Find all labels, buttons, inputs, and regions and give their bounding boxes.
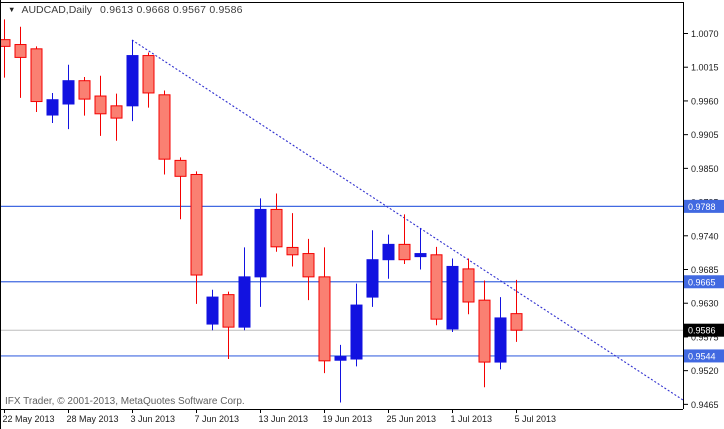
candle-body[interactable] — [366, 259, 379, 298]
date-axis-label: 7 Jun 2013 — [195, 414, 240, 424]
price-axis-label: 0.9905 — [691, 130, 719, 140]
candle-body[interactable] — [94, 95, 107, 115]
symbol-dropdown-icon[interactable]: ▼ — [8, 5, 16, 14]
chart-title: ▼ AUDCAD,Daily 0.9613 0.9668 0.9567 0.9586 — [8, 4, 243, 16]
date-axis-label: 25 Jun 2013 — [387, 414, 437, 424]
candle-body[interactable] — [30, 48, 43, 103]
price-axis-label: 0.9685 — [691, 265, 719, 275]
candle-body[interactable] — [254, 208, 267, 278]
trendline[interactable] — [131, 39, 684, 401]
candle-body[interactable] — [126, 55, 139, 107]
candle-body[interactable] — [222, 294, 235, 328]
candle-body[interactable] — [110, 105, 123, 119]
date-axis-label: 13 Jun 2013 — [259, 414, 309, 424]
price-axis-label: 1.0070 — [691, 29, 719, 39]
price-axis-label: 0.9520 — [691, 366, 719, 376]
candle-body[interactable] — [414, 253, 427, 258]
candle-body[interactable] — [350, 304, 363, 360]
candle-body[interactable] — [446, 265, 459, 330]
candle-body[interactable] — [14, 44, 27, 58]
price-badge-label: 0.9586 — [688, 326, 716, 336]
price-badge-label: 0.9544 — [688, 351, 716, 361]
candle-body[interactable] — [382, 243, 395, 261]
candle-body[interactable] — [46, 99, 59, 116]
price-badge — [684, 199, 724, 213]
date-axis-label: 5 Jul 2013 — [515, 414, 557, 424]
price-axis-label: 0.9960 — [691, 96, 719, 106]
price-badge-label: 0.9788 — [688, 202, 716, 212]
price-badge — [684, 275, 724, 289]
candle-body[interactable] — [270, 208, 283, 248]
candle-body[interactable] — [174, 159, 187, 177]
candle-body[interactable] — [430, 254, 443, 320]
candle-body[interactable] — [190, 173, 203, 276]
date-axis-label: 1 Jul 2013 — [451, 414, 493, 424]
date-axis-label: 19 Jun 2013 — [323, 414, 373, 424]
price-badge — [684, 349, 724, 363]
price-badge-label: 0.9665 — [688, 277, 716, 287]
symbol-timeframe-label: AUDCAD,Daily — [21, 4, 93, 16]
candle-body[interactable] — [462, 268, 475, 303]
price-axis-label: 0.9630 — [691, 299, 719, 309]
date-axis-label: 28 May 2013 — [67, 414, 119, 424]
price-badge — [684, 323, 724, 337]
candle-body[interactable] — [0, 39, 11, 47]
candle-body[interactable] — [206, 296, 219, 325]
candle-body[interactable] — [478, 299, 491, 363]
price-axis-label: 0.9465 — [691, 400, 719, 410]
date-axis-label: 22 May 2013 — [3, 414, 55, 424]
date-axis-label: 3 Jun 2013 — [131, 414, 176, 424]
candle-body[interactable] — [302, 253, 315, 278]
candle-body[interactable] — [158, 94, 171, 160]
price-axis-label: 0.9575 — [691, 332, 719, 342]
price-axis-label: 1.0015 — [691, 63, 719, 73]
candle-body[interactable] — [398, 243, 411, 261]
candle-body[interactable] — [62, 80, 75, 105]
ohlc-quote-label: 0.9613 0.9668 0.9567 0.9586 — [100, 4, 243, 16]
candle-body[interactable] — [510, 313, 523, 331]
candle-body[interactable] — [238, 276, 251, 328]
copyright-label: IFX Trader, © 2001-2013, MetaQuotes Soft… — [5, 396, 245, 407]
candle-body[interactable] — [494, 317, 507, 363]
price-axis-label: 0.9740 — [691, 231, 719, 241]
candle-body[interactable] — [318, 276, 331, 362]
candle-body[interactable] — [142, 55, 155, 94]
price-axis-label: 0.9850 — [691, 164, 719, 174]
candle-body[interactable] — [334, 356, 347, 361]
candle-body[interactable] — [78, 80, 91, 100]
candle-body[interactable] — [286, 246, 299, 256]
